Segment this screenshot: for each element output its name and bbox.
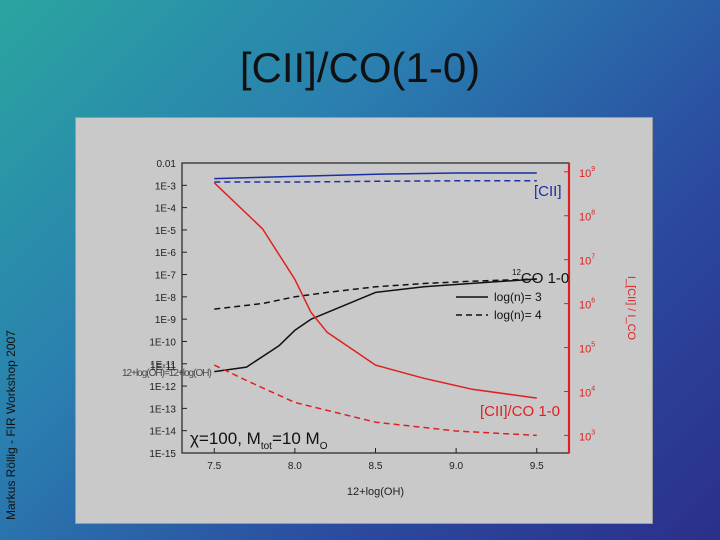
right-tick-base: 10 — [579, 300, 591, 312]
right-tick-exponent: 7 — [591, 254, 595, 261]
right-tick-label: 105 — [579, 342, 595, 356]
right-axis-label: I_[CII] / I_CO — [625, 276, 637, 341]
cii-label: [CII] — [534, 183, 562, 200]
figure-panel: 0.01 1E-3 1E-4 1E-5 1E-6 1E-7 1E-8 1E-9 1E-10 1E-… — [75, 117, 653, 524]
right-tick-base: 10 — [579, 344, 591, 356]
x-tick-label: 9.0 — [449, 461, 463, 472]
series-line-5 — [213, 364, 537, 437]
co-label-text: CO 1-0 — [521, 270, 569, 287]
x-tick-label: 8.0 — [288, 461, 302, 472]
left-tick-label: 1E-12 — [149, 382, 176, 393]
series-line-3 — [214, 278, 537, 310]
params-eq: =10 M — [272, 429, 320, 448]
left-tick-label: 0.01 — [157, 159, 177, 170]
x-tick-label: 8.5 — [369, 461, 383, 472]
x-axis-label: 12+log(OH) — [347, 486, 404, 498]
params-tot-sub: tot — [261, 441, 272, 452]
right-tick-exponent: 3 — [591, 429, 595, 436]
x-tick-label: 7.5 — [207, 461, 221, 472]
left-tick-label: 1E-9 — [155, 315, 177, 326]
right-tick-label: 109 — [579, 166, 595, 180]
left-tick-label: 1E-14 — [149, 427, 176, 438]
series-line-4 — [213, 182, 537, 399]
series-line-2 — [214, 278, 537, 373]
left-tick-label: 1E-6 — [155, 248, 177, 259]
slide-title: [CII]/CO(1-0) — [239, 44, 481, 91]
chart: 0.01 1E-3 1E-4 1E-5 1E-6 1E-7 1E-8 1E-9 1E-10 1E-… — [122, 159, 637, 498]
series-line-0 — [214, 172, 537, 180]
x-tick-label: 9.5 — [530, 461, 544, 472]
legend-label-1: log(n)= 4 — [494, 308, 542, 322]
right-tick-exponent: 4 — [591, 385, 595, 392]
right-tick-base: 10 — [579, 431, 591, 443]
left-tick-label: 1E-8 — [155, 293, 177, 304]
left-tick-label: 1E-10 — [149, 337, 176, 348]
overlap-artifact-text: 12+log(OH)=12+log(OH) — [122, 368, 211, 379]
right-tick-label: 108 — [579, 210, 595, 224]
left-tick-label: 1E-5 — [155, 226, 177, 237]
right-tick-label: 104 — [579, 385, 595, 399]
ratio-label: [CII]/CO 1-0 — [480, 403, 560, 420]
right-tick-label: 106 — [579, 298, 595, 312]
left-tick-label: 1E-4 — [155, 204, 177, 215]
co-isotope-sup: 12 — [512, 268, 521, 277]
left-tick-label: 1E-13 — [149, 404, 176, 415]
right-tick-exponent: 8 — [591, 210, 595, 217]
right-tick-exponent: 5 — [591, 342, 595, 349]
right-tick-base: 10 — [579, 212, 591, 224]
left-tick-label: 1E-7 — [155, 271, 177, 282]
right-tick-label: 103 — [579, 429, 595, 443]
left-tick-label: 1E-15 — [149, 449, 176, 460]
params-sun-sub: O — [320, 441, 328, 452]
left-tick-label: 1E-11 — [150, 360, 176, 371]
co-label: 12CO 1-0 — [512, 268, 569, 287]
right-tick-exponent: 9 — [591, 166, 595, 173]
right-tick-base: 10 — [579, 168, 591, 180]
left-tick-label: 1E-3 — [155, 181, 177, 192]
right-tick-label: 107 — [579, 254, 595, 268]
params-label: χ=100, Mtot=10 MO — [190, 429, 328, 452]
right-tick-exponent: 6 — [591, 298, 595, 305]
params-chi: χ=100, M — [190, 429, 261, 448]
right-tick-base: 10 — [579, 256, 591, 268]
overlap-artifact-tick: 1E-11 — [150, 362, 176, 373]
right-tick-base: 10 — [579, 387, 591, 399]
legend-label-0: log(n)= 3 — [494, 290, 542, 304]
series-line-1 — [214, 180, 537, 183]
side-credit: Markus Röllig - FIR Workshop 2007 — [4, 330, 18, 520]
